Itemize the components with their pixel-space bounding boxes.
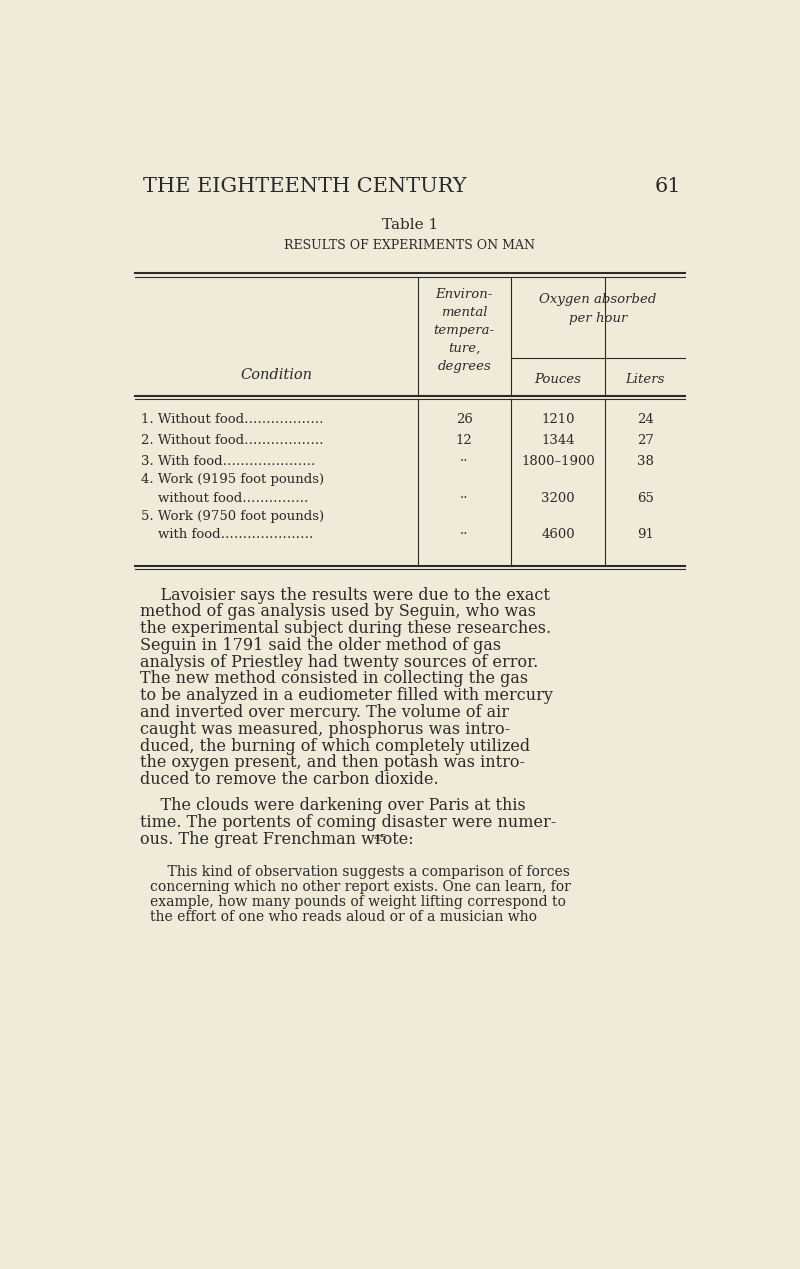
Text: Table 1: Table 1 bbox=[382, 218, 438, 232]
Text: 4. Work (9195 foot pounds): 4. Work (9195 foot pounds) bbox=[141, 473, 324, 486]
Text: time. The portents of coming disaster were numer-: time. The portents of coming disaster we… bbox=[140, 813, 557, 831]
Text: the effort of one who reads aloud or of a musician who: the effort of one who reads aloud or of … bbox=[150, 910, 537, 924]
Text: 1344: 1344 bbox=[542, 434, 575, 447]
Text: duced to remove the carbon dioxide.: duced to remove the carbon dioxide. bbox=[140, 772, 439, 788]
Text: 1. Without food………………: 1. Without food……………… bbox=[141, 412, 324, 426]
Text: The clouds were darkening over Paris at this: The clouds were darkening over Paris at … bbox=[140, 797, 526, 815]
Text: 38: 38 bbox=[637, 454, 654, 467]
Text: the experimental subject during these researches.: the experimental subject during these re… bbox=[140, 621, 551, 637]
Text: 5. Work (9750 foot pounds): 5. Work (9750 foot pounds) bbox=[141, 510, 324, 523]
Text: THE EIGHTEENTH CENTURY: THE EIGHTEENTH CENTURY bbox=[142, 176, 466, 195]
Text: 3. With food…………………: 3. With food………………… bbox=[141, 454, 315, 467]
Text: RESULTS OF EXPERIMENTS ON MAN: RESULTS OF EXPERIMENTS ON MAN bbox=[285, 239, 535, 253]
Text: 3200: 3200 bbox=[542, 491, 575, 505]
Text: without food……………: without food…………… bbox=[141, 491, 309, 505]
Text: example, how many pounds of weight lifting correspond to: example, how many pounds of weight lifti… bbox=[150, 895, 566, 909]
Text: 2. Without food………………: 2. Without food……………… bbox=[141, 434, 324, 447]
Text: 1800–1900: 1800–1900 bbox=[521, 454, 595, 467]
Text: Condition: Condition bbox=[240, 368, 312, 382]
Text: Seguin in 1791 said the older method of gas: Seguin in 1791 said the older method of … bbox=[140, 637, 502, 654]
Text: ··: ·· bbox=[460, 491, 469, 505]
Text: Lavoisier says the results were due to the exact: Lavoisier says the results were due to t… bbox=[140, 586, 550, 604]
Text: to be analyzed in a eudiometer filled with mercury: to be analyzed in a eudiometer filled wi… bbox=[140, 688, 553, 704]
Text: Oxygen absorbed
per hour: Oxygen absorbed per hour bbox=[539, 293, 657, 325]
Text: This kind of observation suggests a comparison of forces: This kind of observation suggests a comp… bbox=[150, 864, 570, 878]
Text: caught was measured, phosphorus was intro-: caught was measured, phosphorus was intr… bbox=[140, 721, 510, 737]
Text: Liters: Liters bbox=[626, 373, 665, 386]
Text: Pouces: Pouces bbox=[534, 373, 582, 386]
Text: 91: 91 bbox=[637, 528, 654, 542]
Text: 61: 61 bbox=[654, 176, 682, 195]
Text: 1210: 1210 bbox=[542, 412, 574, 426]
Text: method of gas analysis used by Seguin, who was: method of gas analysis used by Seguin, w… bbox=[140, 603, 536, 621]
Text: 24: 24 bbox=[637, 412, 654, 426]
Text: 27: 27 bbox=[637, 434, 654, 447]
Text: The new method consisted in collecting the gas: The new method consisted in collecting t… bbox=[140, 670, 529, 688]
Text: the oxygen present, and then potash was intro-: the oxygen present, and then potash was … bbox=[140, 754, 526, 772]
Text: duced, the burning of which completely utilized: duced, the burning of which completely u… bbox=[140, 737, 530, 755]
Text: analysis of Priestley had twenty sources of error.: analysis of Priestley had twenty sources… bbox=[140, 654, 538, 671]
Text: 65: 65 bbox=[637, 491, 654, 505]
Text: and inverted over mercury. The volume of air: and inverted over mercury. The volume of… bbox=[140, 704, 510, 721]
Text: 26: 26 bbox=[456, 412, 473, 426]
Text: concerning which no other report exists. One can learn, for: concerning which no other report exists.… bbox=[150, 879, 570, 893]
Text: Environ-
mental
tempera-
ture,
degrees: Environ- mental tempera- ture, degrees bbox=[434, 288, 494, 373]
Text: ··: ·· bbox=[460, 528, 469, 542]
Text: ous. The great Frenchman wrote:: ous. The great Frenchman wrote: bbox=[140, 831, 414, 848]
Text: 12: 12 bbox=[456, 434, 473, 447]
Text: ··: ·· bbox=[460, 454, 469, 467]
Text: 45: 45 bbox=[374, 834, 387, 843]
Text: 4600: 4600 bbox=[542, 528, 575, 542]
Text: with food…………………: with food………………… bbox=[141, 528, 314, 542]
